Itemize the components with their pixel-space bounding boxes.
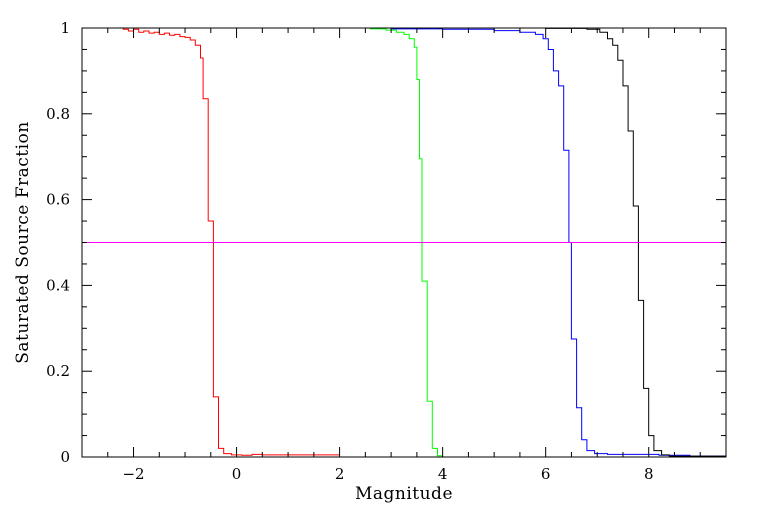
y-tick-label: 0 — [60, 448, 70, 466]
series-line-4 — [365, 27, 727, 457]
x-tick-label: 4 — [438, 465, 448, 483]
x-tick-label: 8 — [644, 465, 654, 483]
series-line-3 — [355, 27, 726, 457]
x-tick-labels: −2 0 2 4 6 8 — [122, 465, 653, 483]
y-axis-title: Saturated Source Fraction — [13, 121, 33, 363]
y-tick-label: 0.4 — [46, 276, 70, 294]
y-tick-label: 0.8 — [46, 105, 70, 123]
y-tick-label: 0.2 — [46, 362, 70, 380]
x-axis-title: Magnitude — [355, 484, 453, 504]
series-line-1 — [82, 27, 340, 456]
axis-ticks — [81, 27, 727, 458]
y-tick-labels: 0 0.2 0.4 0.6 0.8 1 — [46, 19, 70, 466]
x-tick-label: 2 — [335, 465, 345, 483]
y-tick-label: 0.6 — [46, 191, 70, 209]
x-tick-label: 0 — [232, 465, 242, 483]
x-tick-label: −2 — [122, 465, 144, 483]
y-tick-label: 1 — [60, 19, 70, 37]
x-tick-label: 6 — [541, 465, 551, 483]
